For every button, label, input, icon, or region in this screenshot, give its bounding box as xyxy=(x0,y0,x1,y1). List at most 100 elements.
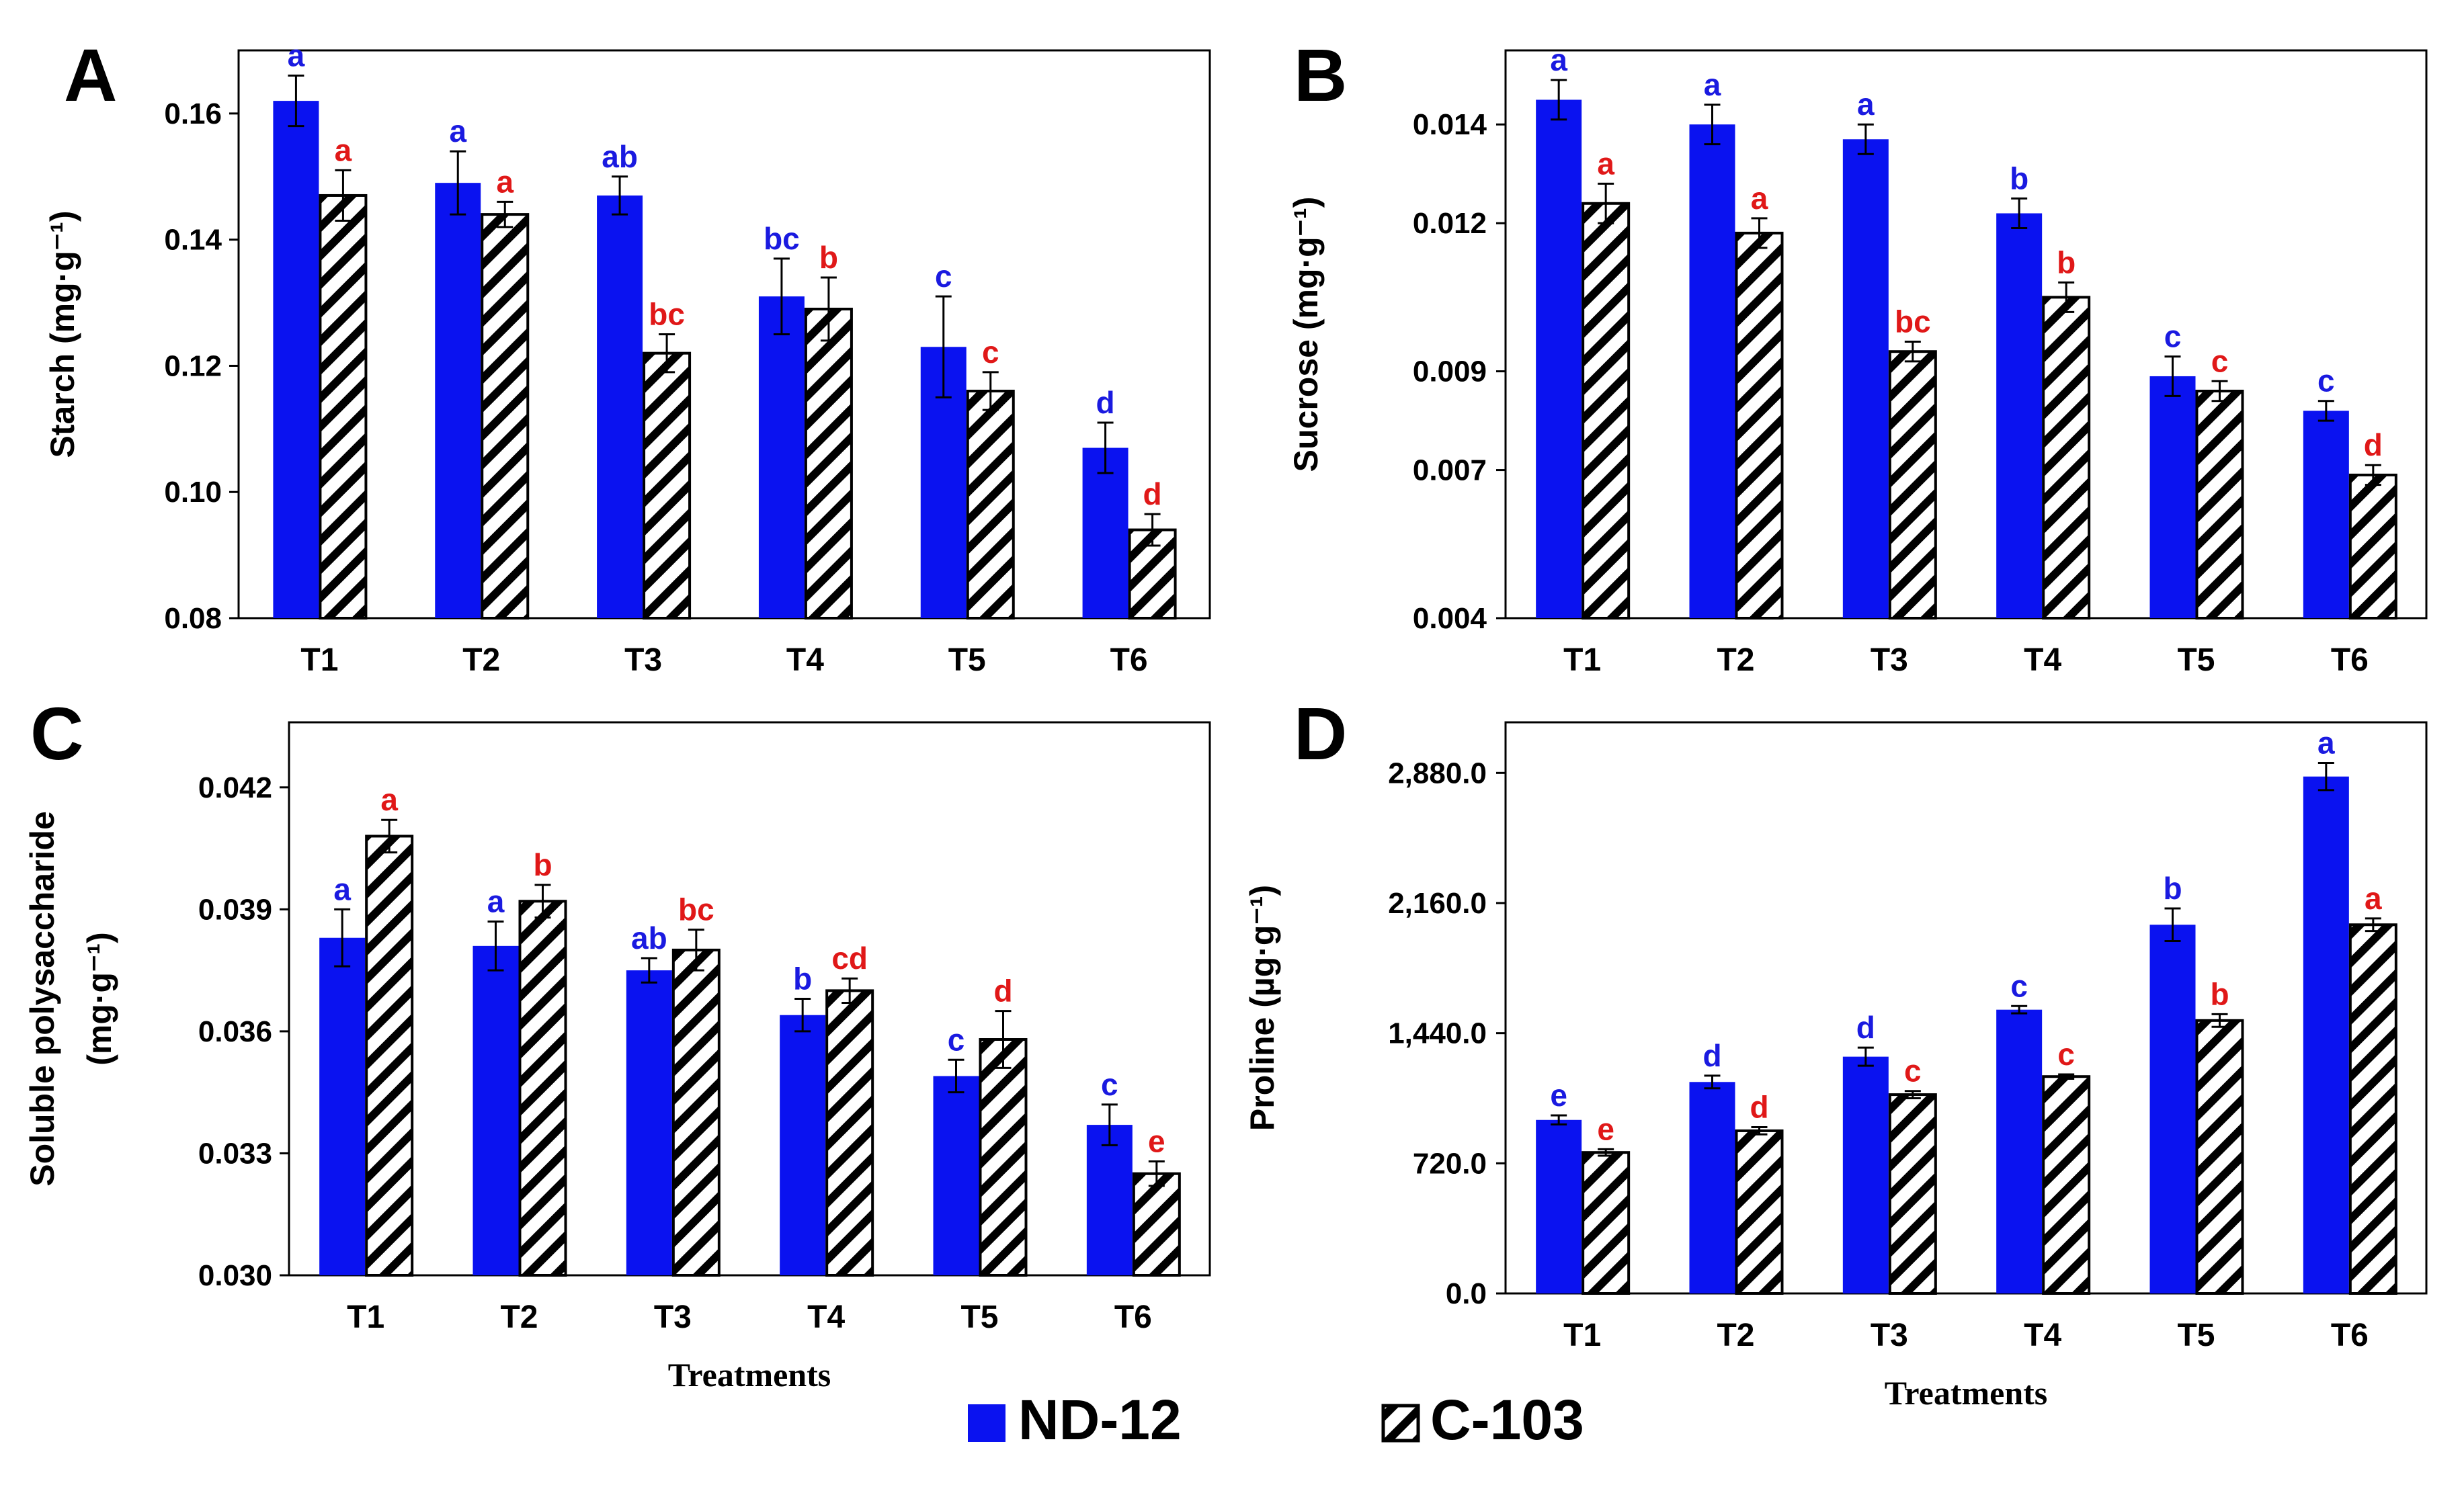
bar-nd12 xyxy=(758,296,805,618)
plot-frame xyxy=(288,721,1211,1277)
y-tick-label: 0.14 xyxy=(164,224,222,257)
bar-nd12 xyxy=(1086,1125,1133,1275)
bar-nd12 xyxy=(1996,1009,2043,1293)
bar-c103 xyxy=(2042,296,2091,620)
bar-c103 xyxy=(1582,1151,1631,1295)
y-tick-label: 0.08 xyxy=(164,602,222,635)
x-tick-label: T6 xyxy=(2331,1318,2369,1353)
x-tick-label: T2 xyxy=(500,1299,538,1335)
y-axis-label: Starch (mg·g⁻¹) xyxy=(44,210,81,458)
sig-letter-nd12: a xyxy=(1550,42,1567,77)
sig-letter-nd12: c xyxy=(1101,1067,1118,1102)
sig-letter-nd12: ab xyxy=(602,139,638,174)
bar-c103 xyxy=(966,390,1015,620)
sig-letter-c103: c xyxy=(2057,1037,2075,1072)
sig-letter-c103: b xyxy=(819,240,838,275)
bar-c103 xyxy=(1132,1172,1181,1277)
sig-letter-c103: e xyxy=(1148,1124,1165,1159)
sig-letter-nd12: c xyxy=(2317,364,2335,398)
sig-letter-nd12: b xyxy=(793,962,812,996)
sig-letter-nd12: ab xyxy=(631,921,667,955)
y-tick-label: 0.12 xyxy=(164,349,222,382)
bar-nd12 xyxy=(933,1076,979,1275)
x-tick-label: T4 xyxy=(786,642,824,678)
sig-letter-nd12: c xyxy=(2164,319,2182,354)
y-tick-label: 0.012 xyxy=(1413,207,1487,240)
bar-c103 xyxy=(671,948,721,1277)
bar-c103 xyxy=(1582,202,1631,620)
bar-nd12 xyxy=(1536,1119,1582,1293)
sig-letter-nd12: a xyxy=(487,884,505,919)
sig-letter-c103: b xyxy=(533,847,552,882)
y-tick-label: 2,160.0 xyxy=(1388,887,1487,920)
sig-letter-nd12: c xyxy=(935,259,952,294)
sig-letter-nd12: a xyxy=(1857,87,1875,122)
bar-c103 xyxy=(2195,1019,2244,1295)
x-tick-label: T4 xyxy=(2024,1318,2061,1353)
sig-letter-nd12: d xyxy=(1096,385,1115,420)
x-axis-label: Treatments xyxy=(668,1356,831,1394)
x-tick-label: T1 xyxy=(1563,1318,1601,1353)
y-tick-label: 1,440.0 xyxy=(1388,1017,1487,1050)
y-tick-label: 0.004 xyxy=(1413,602,1487,635)
legend-label-c103: C-103 xyxy=(1430,1388,1584,1451)
x-axis-label: Treatments xyxy=(1885,1374,2048,1412)
legend-swatch-c103 xyxy=(1381,1404,1420,1443)
y-tick-label: 0.014 xyxy=(1413,108,1487,141)
sig-letter-c103: c xyxy=(982,335,999,370)
sig-letter-c103: c xyxy=(2211,343,2229,378)
y-tick-label: 0.10 xyxy=(164,476,222,509)
y-tick-label: 2,880.0 xyxy=(1388,757,1487,790)
panel-d: D 0.0 720.0 1,440.0 2,160.0 2,880.0 Proline (µ… xyxy=(1243,693,2428,1412)
bar-nd12 xyxy=(1996,213,2043,618)
y-tick-label: 0.042 xyxy=(198,771,272,804)
sig-letter-c103: d xyxy=(993,974,1012,1009)
bar-c103 xyxy=(2042,1075,2091,1295)
bar-nd12 xyxy=(435,183,481,619)
sig-letter-nd12: b xyxy=(2010,161,2028,196)
bar-nd12 xyxy=(780,1015,826,1275)
sig-letter-c103: a xyxy=(496,164,514,199)
y-axis-label: Soluble polysaccharide xyxy=(24,811,61,1187)
sig-letter-c103: bc xyxy=(678,892,714,927)
bar-c103 xyxy=(2348,923,2397,1295)
bar-nd12 xyxy=(319,937,366,1275)
bar-c103 xyxy=(365,835,414,1277)
sig-letter-nd12: d xyxy=(1856,1010,1875,1045)
bar-c103 xyxy=(979,1038,1028,1277)
sig-letter-c103: cd xyxy=(831,941,868,976)
bar-nd12 xyxy=(626,970,672,1275)
x-tick-label: T4 xyxy=(807,1299,845,1335)
bar-nd12 xyxy=(473,945,519,1275)
panel-letter: B xyxy=(1294,34,1347,117)
sig-letter-c103: e xyxy=(1597,1111,1614,1146)
x-tick-label: T6 xyxy=(2331,642,2369,678)
bar-c103 xyxy=(481,213,530,620)
y-tick-label: 0.009 xyxy=(1413,355,1487,388)
bar-c103 xyxy=(1888,1093,1937,1295)
sig-letter-nd12: e xyxy=(1550,1078,1567,1113)
x-tick-label: T3 xyxy=(1871,1318,1908,1353)
bar-c103 xyxy=(1888,350,1937,620)
plot-frame xyxy=(237,49,1211,620)
sig-letter-c103: d xyxy=(2364,427,2383,462)
bar-c103 xyxy=(643,351,692,620)
x-tick-label: T3 xyxy=(1871,642,1908,678)
sig-letter-c103: d xyxy=(1750,1090,1768,1125)
bar-nd12 xyxy=(1842,139,1889,618)
y-axis-label: Proline (µg·g⁻¹) xyxy=(1243,885,1281,1131)
panel-letter: A xyxy=(64,34,117,117)
sig-letter-c103: b xyxy=(2210,976,2229,1011)
bar-nd12 xyxy=(1082,447,1128,618)
y-axis-label-line2: (mg·g⁻¹) xyxy=(81,932,118,1066)
sig-letter-c103: a xyxy=(2365,881,2382,916)
y-tick-label: 0.039 xyxy=(198,893,272,926)
x-tick-label: T5 xyxy=(2177,1318,2215,1353)
panel-c: C 0.030 0.033 0.036 0.039 0.042 Soluble polysa… xyxy=(24,693,1211,1394)
legend-label-nd12: ND-12 xyxy=(1018,1388,1182,1451)
plot-frame xyxy=(1504,721,2428,1295)
sig-letter-c103: a xyxy=(1751,181,1768,216)
y-axis-label: Sucrose (mg·g⁻¹) xyxy=(1287,197,1325,472)
